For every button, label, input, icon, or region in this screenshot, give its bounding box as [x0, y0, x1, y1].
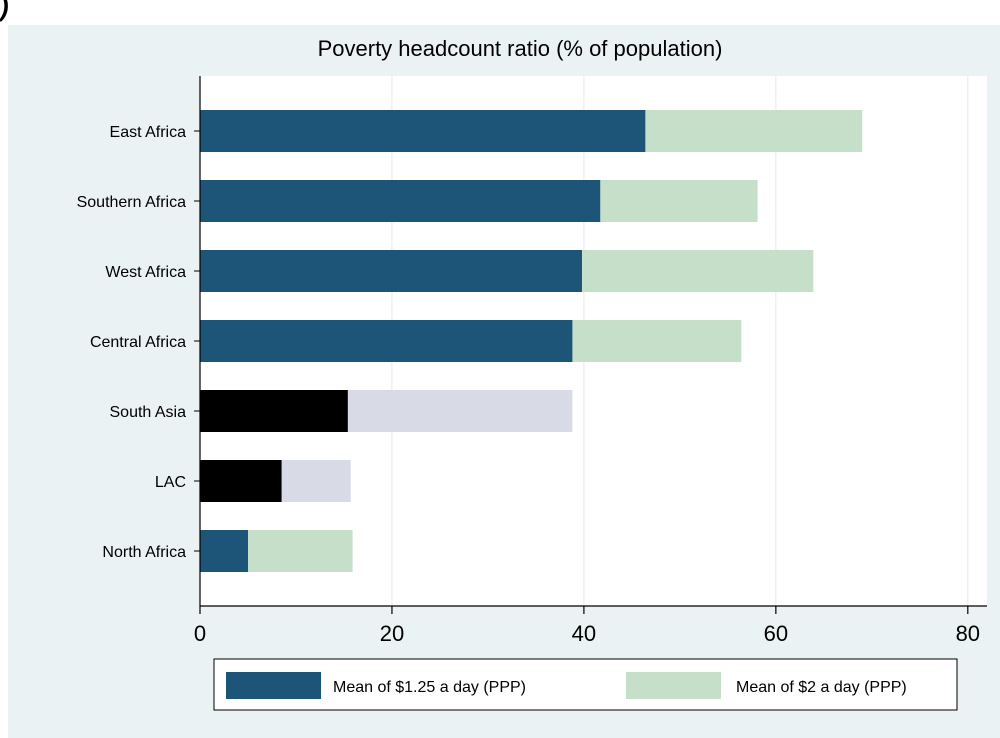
- y-tick-label-southern-africa: Southern Africa: [77, 194, 187, 211]
- bar-1-25-a-day-southern-africa: [200, 180, 601, 222]
- legend-swatch-1-25-a-day: [226, 672, 321, 699]
- x-axis-ticks: 0 20 40 60 80: [194, 606, 980, 646]
- legend-label-2-a-day: Mean of $2 a day (PPP): [736, 679, 907, 696]
- bar-1-25-a-day-east-africa: [200, 110, 646, 152]
- y-tick-label-south-asia: South Asia: [110, 404, 187, 421]
- x-tick-label-20: 20: [380, 621, 404, 646]
- y-tick-label-lac: LAC: [155, 474, 186, 491]
- y-tick-label-north-africa: North Africa: [102, 544, 186, 561]
- legend-label-1-25-a-day: Mean of $1.25 a day (PPP): [333, 679, 526, 696]
- bars: [200, 110, 863, 572]
- chart-title: Poverty headcount ratio (% of population…: [318, 36, 723, 61]
- y-tick-label-west-africa: West Africa: [105, 264, 186, 281]
- bar-1-25-a-day-lac: [200, 460, 282, 502]
- x-tick-label-0: 0: [194, 621, 206, 646]
- grid-lines: [391, 76, 969, 606]
- x-tick-label-80: 80: [956, 621, 980, 646]
- legend-swatch-2-a-day: [626, 672, 721, 699]
- bar-1-25-a-day-north-africa: [200, 530, 248, 572]
- y-tick-label-central-africa: Central Africa: [90, 334, 186, 351]
- bar-1-25-a-day-west-africa: [200, 250, 582, 292]
- y-axis-tick-labels: East Africa Southern Africa West Africa Cen…: [77, 124, 200, 561]
- page-header-fragment: ): [0, 0, 9, 22]
- y-tick-label-east-africa: East Africa: [110, 124, 187, 141]
- bar-1-25-a-day-central-africa: [200, 320, 573, 362]
- x-tick-label-60: 60: [764, 621, 788, 646]
- bar-1-25-a-day-south-asia: [200, 390, 348, 432]
- legend: Mean of $1.25 a day (PPP) Mean of $2 a d…: [213, 658, 958, 711]
- x-tick-label-40: 40: [572, 621, 596, 646]
- legend-box: [213, 658, 958, 711]
